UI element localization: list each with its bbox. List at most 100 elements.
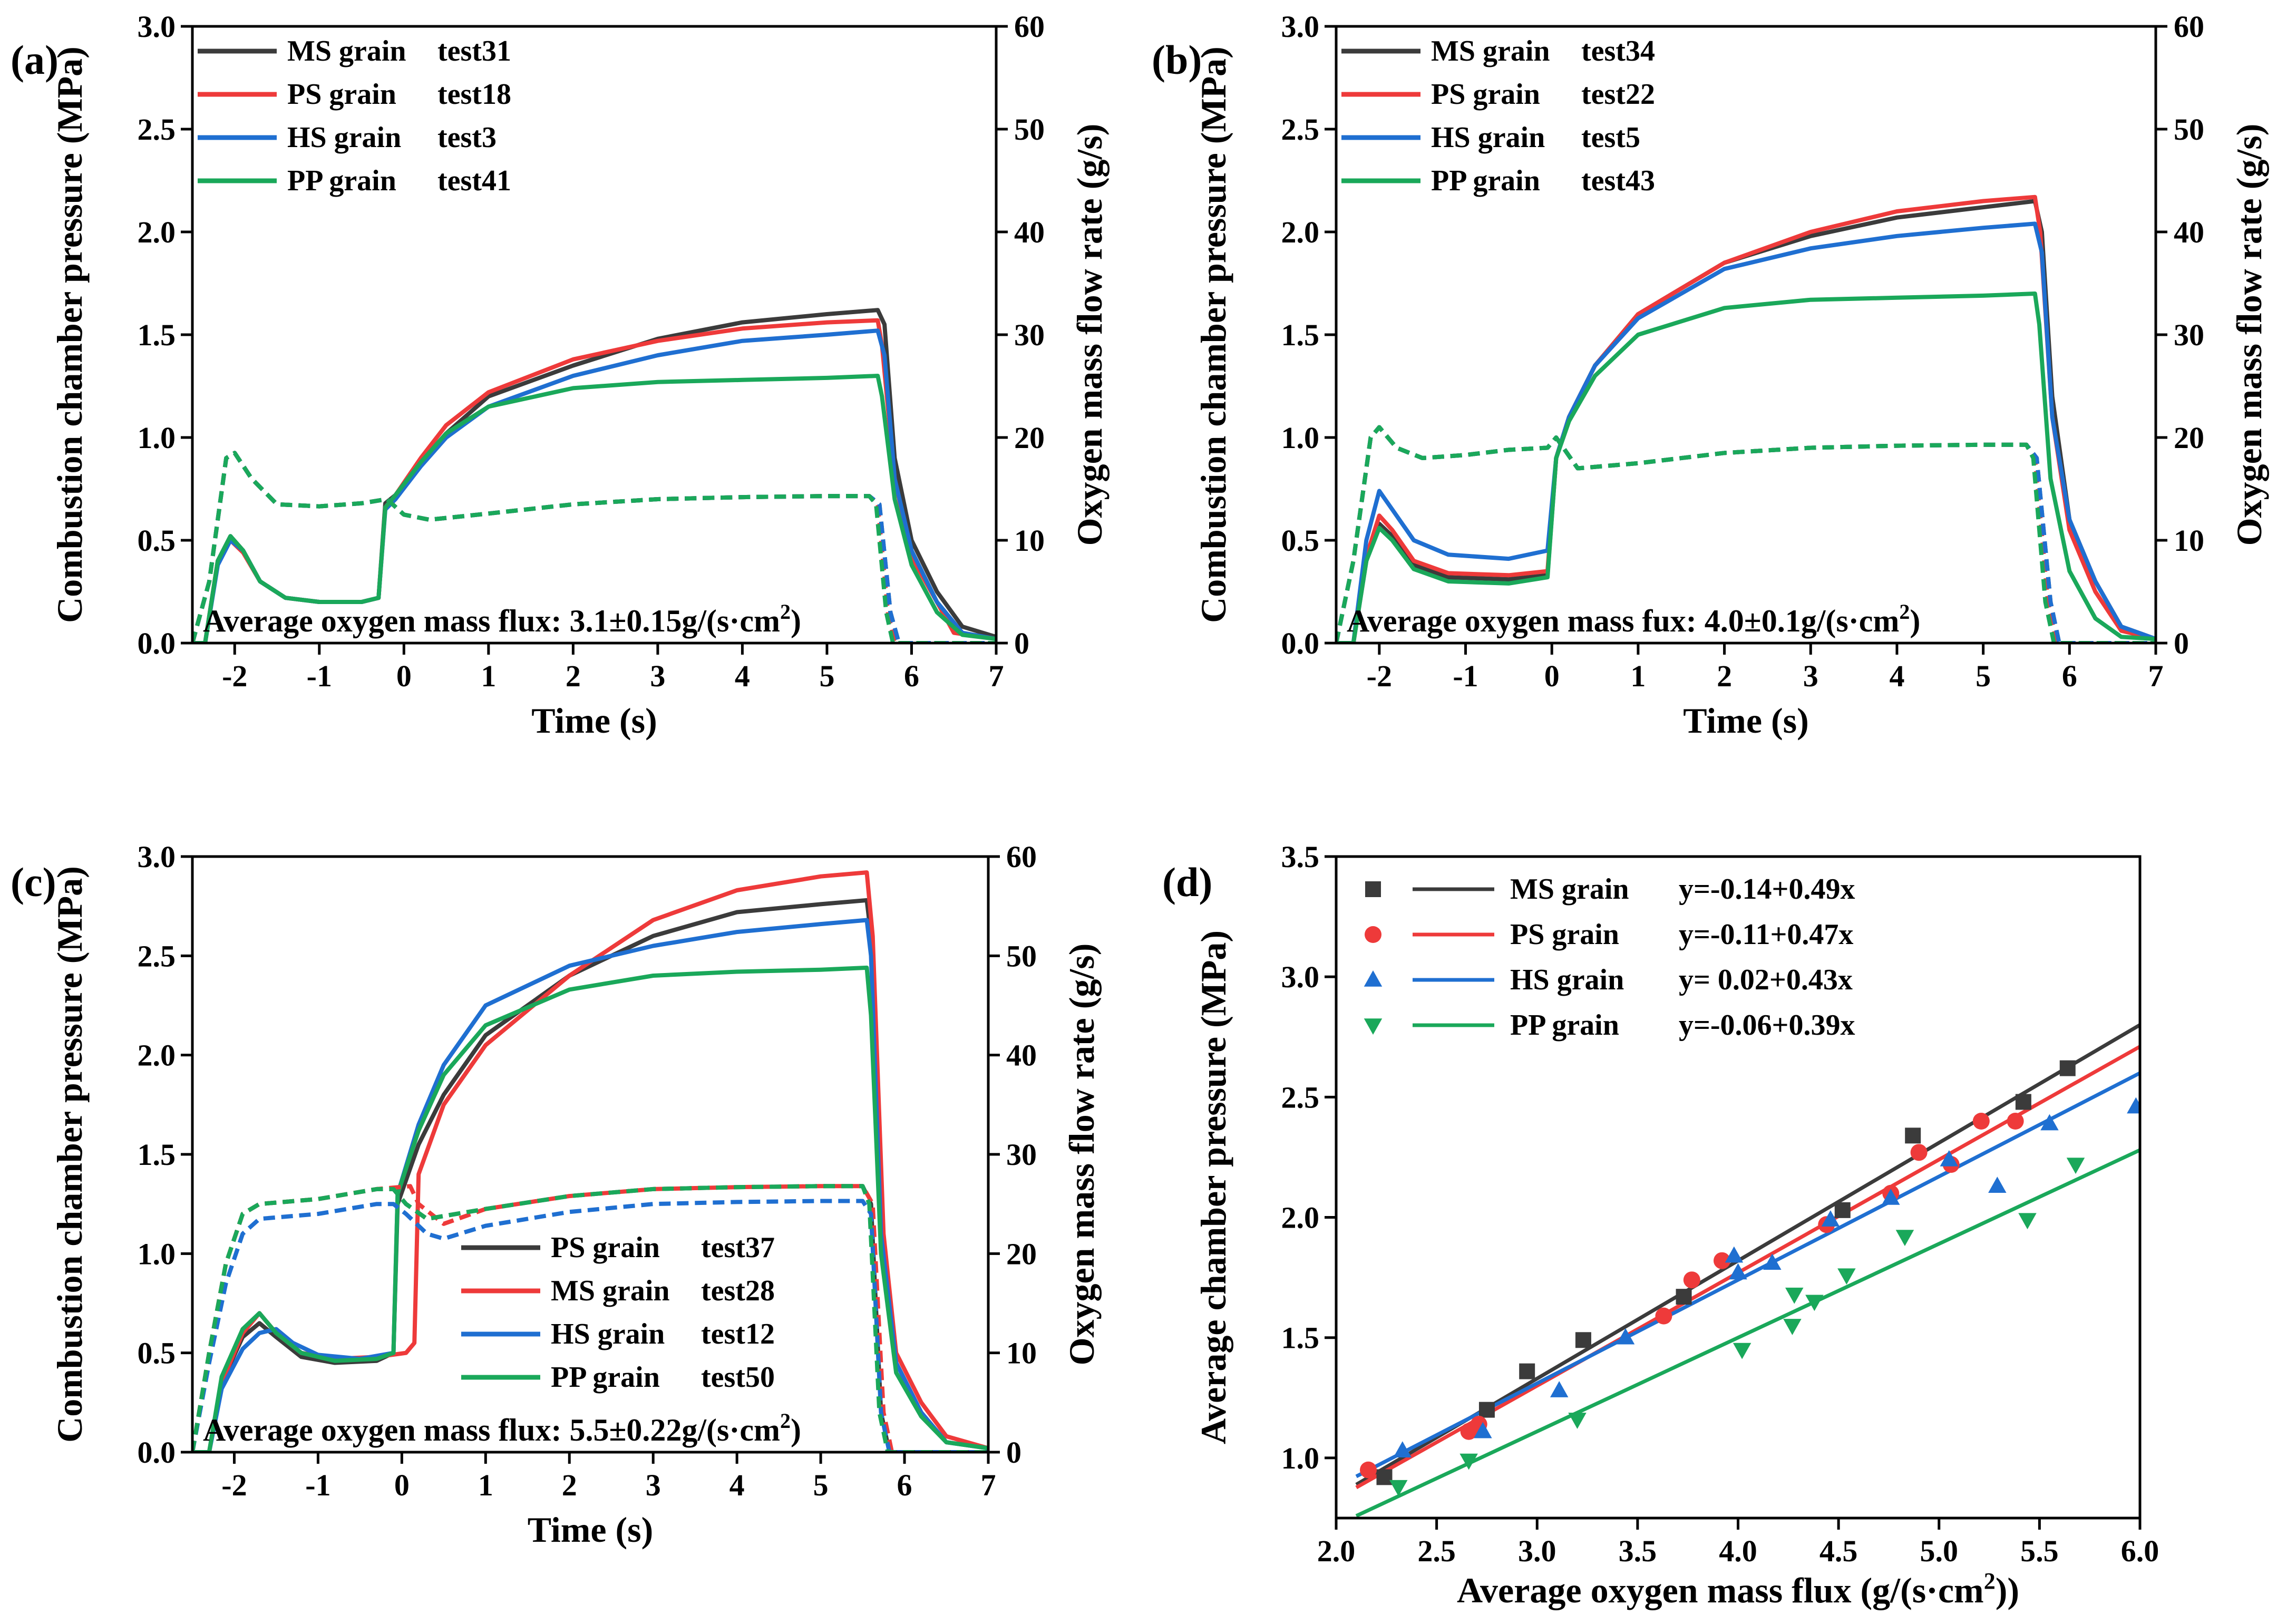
- x-axis-label-sup: 2: [1984, 1568, 1996, 1594]
- y-axis-label: Average chamber pressure (MPa): [1193, 930, 1233, 1444]
- y-axis-label: Combustion chamber pressure (MPa): [1193, 46, 1233, 623]
- data-point-hs-grain: [1616, 1328, 1635, 1345]
- data-point-hs-grain: [1474, 1422, 1492, 1438]
- panel-a: (a) -2 -1 0 1 2 3 4 5 6 7 0.0 0.5 1.0 1.5 2.0 2.5 3.0 0 10 2…: [11, 9, 1110, 741]
- fit-line-pp-grain: [1355, 1148, 2140, 1518]
- x-tick-label: 6: [2062, 659, 2077, 693]
- y-tick-label: 1.0: [138, 1237, 176, 1271]
- x-tick-label: 0: [396, 659, 412, 693]
- data-point-hs-grain: [1821, 1210, 1840, 1227]
- pressure-line-pp-grain-test41: [192, 374, 996, 643]
- legend-label: MS grain: [1431, 35, 1550, 67]
- data-point-pp-grain: [2018, 1213, 2037, 1230]
- legend-label: PP grain: [551, 1361, 660, 1394]
- panel-label: (b): [1152, 37, 1202, 83]
- data-point-pp-grain: [1837, 1268, 1856, 1285]
- legend-test: test22: [1581, 78, 1655, 111]
- x-axis-label: Time (s): [531, 701, 657, 741]
- annotation-sup: 2: [1899, 600, 1910, 624]
- data-point-pp-grain: [1783, 1319, 1802, 1335]
- legend-label: HS grain: [551, 1318, 665, 1350]
- fit-line-hs-grain: [1355, 1071, 2140, 1479]
- data-point-hs-grain: [1940, 1150, 1959, 1166]
- x-tick-label: 1: [1630, 659, 1646, 693]
- y-tick-label: 1.0: [1281, 1441, 1320, 1475]
- legend-test: test5: [1581, 121, 1640, 154]
- x-tick-label: -1: [1453, 659, 1478, 693]
- data-point-hs-grain: [1550, 1381, 1569, 1397]
- annotation-suffix: ): [791, 604, 801, 638]
- plot-area: [1336, 195, 2156, 643]
- y2-tick-label: 40: [1006, 1038, 1037, 1073]
- y-tick-label: 2.5: [138, 939, 176, 973]
- data-point-pp-grain: [1389, 1480, 1408, 1496]
- annotation-text: Average oxygen mass flux: 3.1±0.15g/(s·c…: [203, 604, 780, 638]
- legend-label: PP grain: [1510, 1009, 1619, 1042]
- oxygen-flow-line-pp-oxygen-flow-test41: [192, 451, 996, 643]
- data-point-hs-grain: [2040, 1114, 2059, 1131]
- y-tick-label: 0.5: [138, 1336, 176, 1370]
- axes-frame: [1335, 855, 2142, 1520]
- y-tick-label: 2.0: [138, 1038, 176, 1073]
- pressure-line-pp-grain-test50: [192, 965, 988, 1452]
- x-axis-label: Time (s): [1683, 701, 1809, 741]
- data-point-pp-grain: [1785, 1287, 1804, 1304]
- legend-label: PS grain: [1431, 78, 1540, 111]
- x-tick-label: 3.5: [1619, 1534, 1657, 1568]
- data-point-hs-grain: [2127, 1097, 2140, 1114]
- y2-tick-label: 10: [1014, 523, 1045, 558]
- y2-tick-label: 50: [2174, 112, 2204, 147]
- y-tick-label: 1.0: [138, 421, 176, 455]
- y-tick-label: 2.0: [1281, 215, 1320, 249]
- x-tick-label: 4: [729, 1468, 745, 1502]
- y2-tick-label: 60: [2174, 9, 2204, 44]
- oxygen-flow-line-ms-oxygen-flow-test28: [192, 1184, 988, 1452]
- y-tick-label: 2.0: [1281, 1201, 1320, 1235]
- pressure-line-ms-grain-test31: [192, 308, 996, 643]
- data-point-ps-grain: [1910, 1144, 1928, 1161]
- y-tick-label: 0.0: [1281, 626, 1320, 660]
- y-tick-label: 3.0: [138, 9, 176, 44]
- y2-tick-label: 20: [1006, 1237, 1037, 1271]
- annotation-sup: 2: [780, 600, 791, 624]
- legend-label: HS grain: [1431, 121, 1545, 154]
- plot-area: [192, 870, 988, 1452]
- legend-test: test50: [701, 1361, 775, 1394]
- x-tick-label: 0: [1544, 659, 1560, 693]
- y-tick-label: 1.5: [1281, 318, 1320, 352]
- data-point-ps-grain: [1714, 1252, 1730, 1269]
- x-tick-label: 2.0: [1317, 1534, 1356, 1568]
- y2-tick-label: 10: [1006, 1336, 1037, 1370]
- y2-tick-label: 30: [1014, 318, 1045, 352]
- panel-d: (d) 2.0 2.5 3.0 3.5 4.0 4.5 5.0 5.5 6.0 1.0 1.5 2.0 2…: [1162, 840, 2159, 1610]
- data-point-ps-grain: [1683, 1271, 1700, 1289]
- panel-label: (a): [11, 37, 59, 83]
- x-tick-label: 7: [2148, 659, 2164, 693]
- data-point-ms-grain: [1376, 1469, 1393, 1485]
- y2-tick-label: 60: [1014, 9, 1045, 44]
- data-point-ms-grain: [1834, 1202, 1851, 1218]
- x-tick-label: -2: [221, 1468, 247, 1502]
- data-point-ps-grain: [1655, 1307, 1672, 1325]
- legend-equation: y= 0.02+0.43x: [1679, 964, 1853, 996]
- legend-marker: [1365, 881, 1381, 897]
- data-point-hs-grain: [1763, 1253, 1782, 1270]
- axes-frame: [191, 25, 998, 645]
- panel-b: (b) -2 -1 0 1 2 3 4 5 6 7 0.0 0.5 1.0 1.5 2.0 2.5 3.0 0 10 2…: [1152, 9, 2269, 741]
- y-tick-label: 0.5: [1281, 523, 1320, 558]
- data-point-pp-grain: [1459, 1453, 1478, 1470]
- legend-test: test34: [1581, 35, 1655, 67]
- pressure-line-pp-grain-test43: [1336, 291, 2156, 643]
- x-tick-label: 3.0: [1518, 1534, 1556, 1568]
- y2-tick-label: 60: [1006, 840, 1037, 874]
- legend-test: test18: [437, 78, 511, 111]
- x-tick-label: 3: [650, 659, 665, 693]
- x-tick-label: 1: [481, 659, 496, 693]
- annotation-text: Average oxygen mass fux: 4.0±0.1g/(s·cm: [1347, 604, 1899, 638]
- data-point-ps-grain: [1360, 1461, 1377, 1479]
- y-tick-label: 3.0: [138, 840, 176, 874]
- annotation-suffix: ): [791, 1413, 801, 1447]
- flux-annotation: Average oxygen mass flux: 3.1±0.15g/(s·c…: [203, 600, 801, 638]
- legend-label: PP grain: [287, 164, 396, 197]
